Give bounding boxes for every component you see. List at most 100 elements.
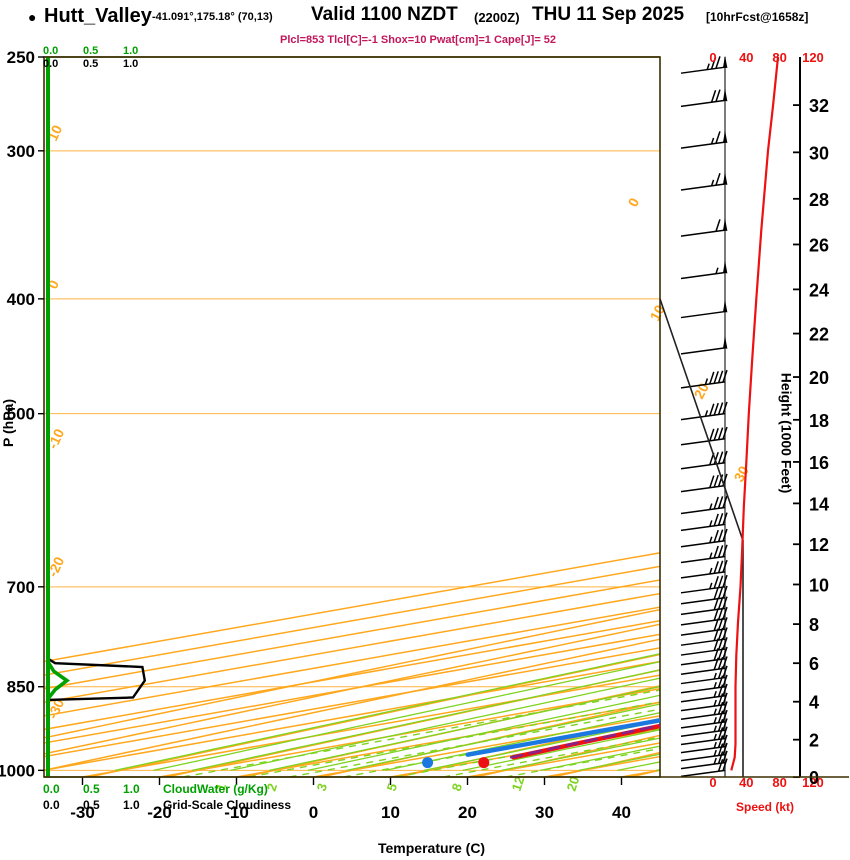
speed-tick-top-120: 120 (802, 50, 824, 65)
top-cloudiness-scale: 0.0 0.5 1.0 (43, 58, 173, 71)
wind-barb (680, 574, 728, 594)
wind-barb (680, 596, 728, 616)
wind-barb (680, 495, 728, 515)
valid-date: THU 11 Sep 2025 (532, 4, 685, 25)
valid-time: Valid 1100 NZDT (311, 4, 458, 25)
wind-barb (680, 750, 728, 770)
skewt-frame (43, 56, 661, 778)
pressure-tick-label-850: 850 (7, 678, 35, 697)
station-name: Hutt_Valley (44, 5, 152, 27)
wind-barb (680, 758, 728, 778)
cc-legend-0: 0.0 (43, 798, 60, 812)
speed-tick-bottom-80: 80 (772, 775, 786, 790)
speed-tick-bottom-40: 40 (739, 775, 753, 790)
pressure-tick-label-250: 250 (7, 48, 35, 67)
mixing-ratio-label-12: 12 (509, 775, 528, 793)
height-tick-label-24: 24 (809, 280, 829, 300)
temperature-tick-label-30: 30 (535, 803, 554, 822)
cw-scale-2: 1.0 (123, 45, 139, 57)
wind-panel-boundary (659, 298, 744, 777)
cw-scale-0: 0.0 (43, 45, 59, 57)
height-tick-label-22: 22 (809, 325, 829, 345)
parcel-profile-line (509, 724, 660, 759)
temperature-tick-label--20: -20 (147, 803, 172, 822)
wind-barb (680, 401, 728, 421)
height-tick-label-30: 30 (809, 143, 829, 163)
wind-barb (680, 336, 728, 355)
wind-barb (680, 55, 728, 74)
height-tick-label-2: 2 (809, 731, 819, 751)
speed-tick-bottom-120: 120 (802, 775, 824, 790)
wind-barb (680, 528, 728, 548)
top-cloudwater-scale: 0.0 0.5 1.0 (43, 45, 173, 58)
mixing-ratio-label-2: 2 (264, 781, 281, 793)
speed-tick-top-40: 40 (739, 50, 753, 65)
dewpoint-surface-dot (422, 757, 434, 769)
mixing-ratio-label-8: 8 (449, 781, 466, 793)
height-tick-label-14: 14 (809, 494, 829, 514)
wind-barb (680, 718, 728, 737)
mixing-ratio-label-5: 5 (384, 781, 401, 793)
mixing-ratio-label-1: 1 (213, 781, 230, 793)
temperature-axis-label: Temperature (C) (378, 840, 486, 856)
height-tick-label-32: 32 (809, 96, 829, 116)
pressure-tick-label-700: 700 (7, 578, 35, 597)
wind-barb (680, 585, 728, 605)
forecast-stamp: [10hrFcst@1658z] (706, 10, 809, 24)
wind-barb (680, 726, 728, 746)
wind-speed-trace (730, 56, 780, 771)
wind-barb (680, 218, 728, 237)
wind-barb (680, 701, 728, 721)
height-tick-label-12: 12 (809, 535, 829, 555)
wind-barb (680, 130, 728, 149)
temperature-tick-label--30: -30 (70, 803, 95, 822)
valid-time-utc: (2200Z) (474, 10, 520, 25)
temperature-tick-label--10: -10 (224, 803, 249, 822)
wind-barb (680, 299, 728, 319)
height-tick-label-20: 20 (809, 368, 829, 388)
cw-scale-1: 0.5 (83, 45, 99, 57)
cw-legend-2: 1.0 (123, 782, 140, 796)
height-tick-label-4: 4 (809, 693, 819, 713)
cw-legend-1: 0.5 (83, 782, 100, 796)
temperature-tick-label-40: 40 (612, 803, 631, 822)
wind-barb (680, 742, 728, 762)
wind-barb (680, 665, 728, 685)
pressure-tick-label-400: 400 (7, 290, 35, 309)
cc-scale-1: 0.5 (83, 58, 99, 70)
cw-legend-0: 0.0 (43, 782, 60, 796)
header-bar: ● Hutt_Valley -41.091°,175.18° (70,13) V… (0, 0, 850, 32)
wind-barb (680, 606, 728, 626)
height-tick-label-8: 8 (809, 615, 819, 635)
cc-legend-2: 1.0 (123, 798, 140, 812)
isotherm-label-right-0: 0 (625, 195, 643, 210)
wind-barb (680, 709, 728, 729)
wind-barb (680, 512, 728, 532)
wind-barb (680, 544, 728, 564)
mixing-ratio-label-3: 3 (314, 781, 331, 793)
isotherm-label-left--30: -30 (44, 696, 67, 721)
isotherm-label-left--20: -20 (44, 554, 67, 579)
wind-barb-layer (680, 55, 728, 778)
cloudwater-legend-label: CloudWater (g/Kg) (163, 782, 268, 796)
cloudiness-legend-label: Grid-Scale Cloudiness (163, 798, 292, 812)
pressure-axis-label: P (hPa) (0, 399, 16, 447)
wind-barb (680, 260, 728, 280)
wind-barb (680, 172, 728, 191)
temperature-tick-label-0: 0 (309, 803, 318, 822)
station-coords: -41.091°,175.18° (70,13) (152, 11, 273, 23)
isotherm-label-left--10: -10 (44, 426, 67, 451)
temperature-tick-label-10: 10 (381, 803, 400, 822)
station-bullet-icon: ● (28, 9, 37, 25)
speed-tick-bottom-0: 0 (709, 775, 716, 790)
wind-barb (680, 369, 728, 389)
height-tick-label-16: 16 (809, 453, 829, 473)
speed-tick-top-0: 0 (709, 50, 716, 65)
height-tick-label-10: 10 (809, 575, 829, 595)
wind-barb (680, 450, 728, 470)
wind-barb (680, 88, 728, 108)
grid-layer (44, 57, 660, 777)
temperature-tick-label-20: 20 (458, 803, 477, 822)
